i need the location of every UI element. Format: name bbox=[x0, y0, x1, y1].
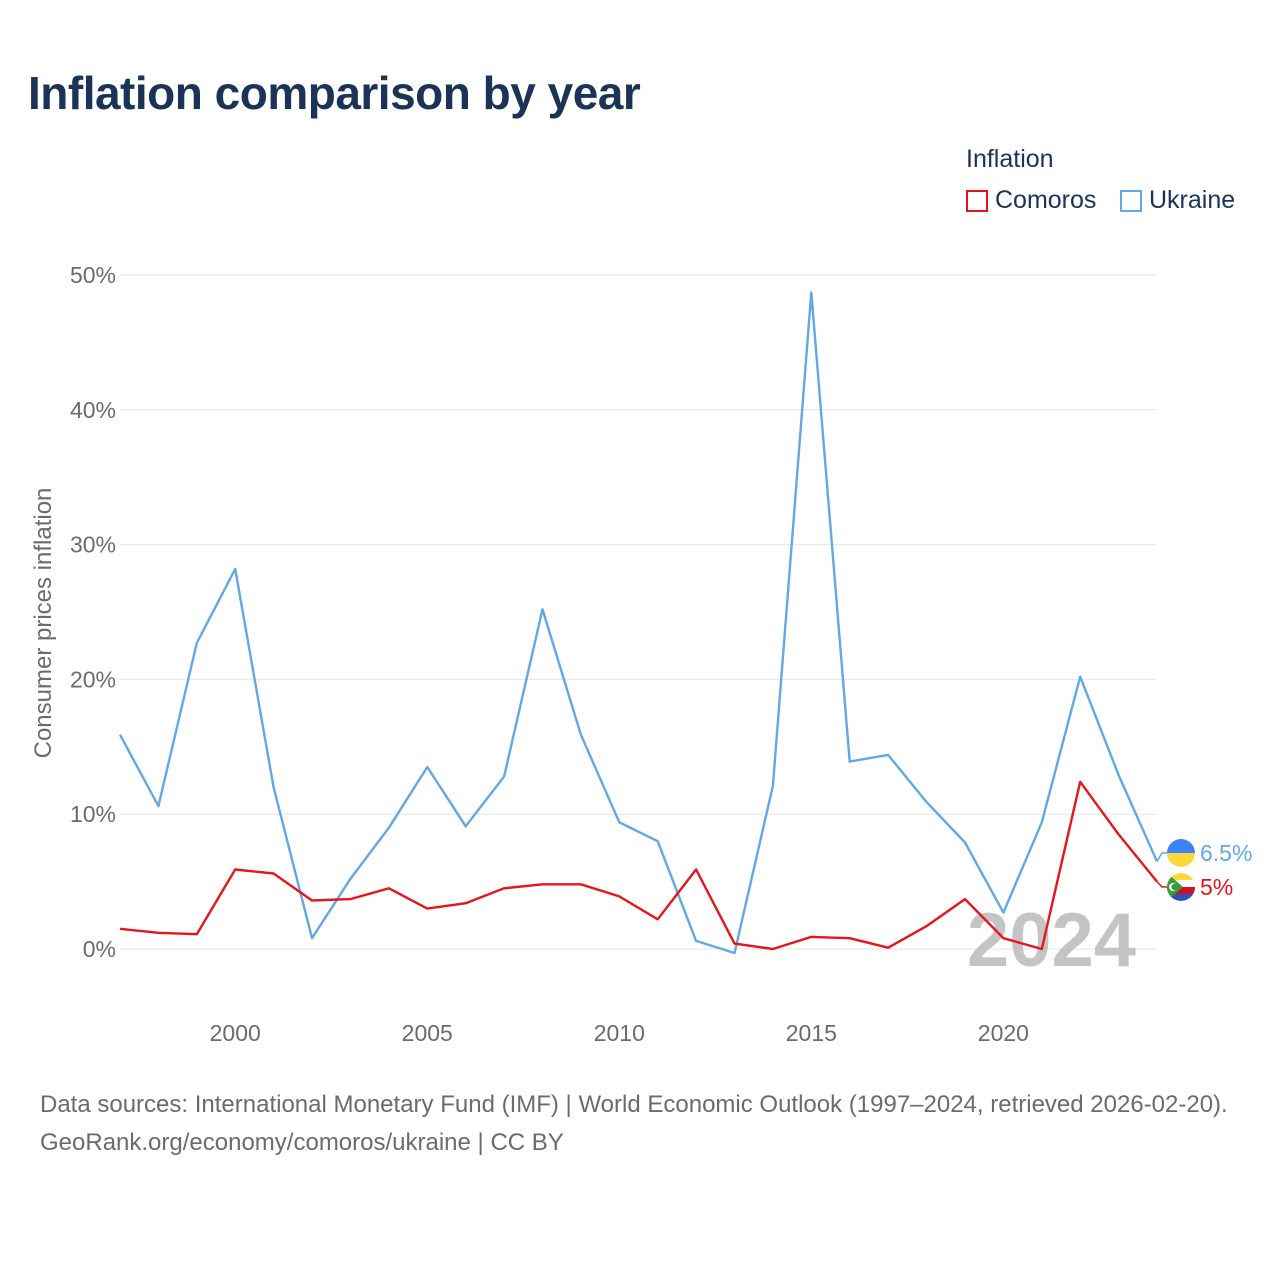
series-line-comoros[interactable] bbox=[119, 780, 1158, 951]
end-value-label-comoros: 5% bbox=[1200, 874, 1233, 900]
legend-swatch-ukraine bbox=[1120, 189, 1142, 212]
footer: Data sources: International Monetary Fun… bbox=[40, 1086, 1250, 1162]
y-tick-label: 50% bbox=[70, 262, 116, 288]
end-value-label-ukraine: 6.5% bbox=[1200, 840, 1252, 866]
gridlines bbox=[120, 274, 1157, 950]
ukraine-flag-icon bbox=[1167, 839, 1195, 867]
x-axis-ticks: 2000 2005 2010 2015 2020 bbox=[210, 1020, 1029, 1046]
comoros-flag-icon bbox=[1167, 873, 1195, 901]
y-tick-label: 10% bbox=[70, 801, 116, 827]
y-tick-label: 30% bbox=[70, 532, 116, 558]
chart-title: Inflation comparison by year bbox=[28, 67, 641, 119]
legend-swatch-comoros bbox=[966, 189, 988, 212]
y-tick-label: 40% bbox=[70, 397, 116, 423]
end-connector-ukraine bbox=[1156, 852, 1169, 862]
series-layer bbox=[118, 291, 1159, 955]
x-tick-label: 2010 bbox=[594, 1020, 645, 1046]
y-axis-ticks: 0% 10% 20% 30% 40% 50% bbox=[70, 262, 116, 962]
line-chart: 0% 10% 20% 30% 40% 50% 2000 2005 2010 2015 2020 C… bbox=[30, 262, 1252, 1046]
series-line-ukraine[interactable] bbox=[118, 291, 1159, 955]
legend-item-comoros[interactable]: Comoros bbox=[966, 186, 1096, 215]
legend-label-comoros: Comoros bbox=[995, 186, 1097, 214]
legend-item-ukraine[interactable]: Ukraine bbox=[1120, 186, 1235, 215]
x-tick-label: 2015 bbox=[786, 1020, 837, 1046]
end-labels: 5% 6.5% bbox=[1156, 839, 1252, 901]
credit-line[interactable]: GeoRank.org/economy/comoros/ukraine | CC… bbox=[40, 1129, 564, 1156]
legend-label-ukraine: Ukraine bbox=[1149, 186, 1236, 214]
y-axis-label: Consumer prices inflation bbox=[30, 488, 57, 759]
x-tick-label: 2005 bbox=[402, 1020, 453, 1046]
data-sources-note: Data sources: International Monetary Fun… bbox=[40, 1091, 1228, 1118]
y-tick-label: 20% bbox=[70, 666, 116, 692]
y-tick-label: 0% bbox=[83, 936, 116, 962]
x-tick-label: 2000 bbox=[210, 1020, 261, 1046]
x-tick-label: 2020 bbox=[978, 1020, 1029, 1046]
end-connector-comoros bbox=[1156, 881, 1169, 888]
legend-title: Inflation bbox=[966, 145, 1054, 173]
